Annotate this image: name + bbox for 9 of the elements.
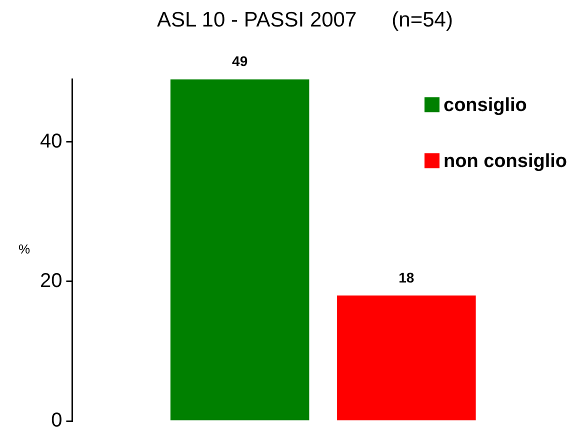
legend-label: non consiglio <box>444 150 568 172</box>
y-tick-label: 40 <box>40 130 62 152</box>
data-label: 49 <box>232 53 248 70</box>
y-tick-label: 0 <box>51 410 62 432</box>
data-label: 18 <box>398 269 414 286</box>
chart-title: ASL 10 - PASSI 2007 (n=54) <box>157 8 453 32</box>
y-tick-label: 20 <box>40 270 62 292</box>
y-axis-title: % <box>18 242 30 257</box>
legend-label: consiglio <box>444 94 527 116</box>
